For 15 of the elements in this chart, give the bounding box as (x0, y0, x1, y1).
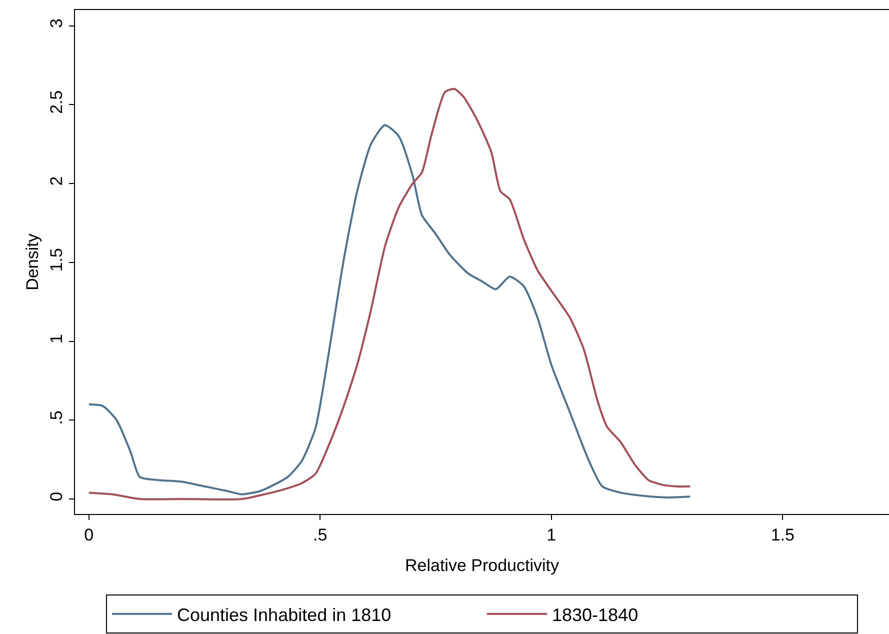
y-tick-label: 2 (47, 176, 66, 186)
y-axis-title: Density (22, 233, 42, 290)
x-axis-title: Relative Productivity (404, 556, 560, 575)
x-tick-label: 0 (84, 525, 94, 544)
y-tick-label: 1 (47, 334, 66, 344)
x-tick-label: .5 (313, 525, 328, 544)
legend-label: 1830-1840 (552, 604, 638, 625)
y-tick-label: 0 (47, 492, 66, 502)
x-tick-label: 1.5 (770, 525, 794, 544)
y-tick-label: 3 (47, 18, 66, 28)
y-tick-label: 2.5 (47, 90, 66, 114)
legend-label: Counties Inhabited in 1810 (177, 604, 392, 625)
y-tick-label: .5 (47, 410, 66, 425)
x-tick-label: 1 (546, 525, 556, 544)
y-tick-label: 1.5 (47, 248, 66, 272)
